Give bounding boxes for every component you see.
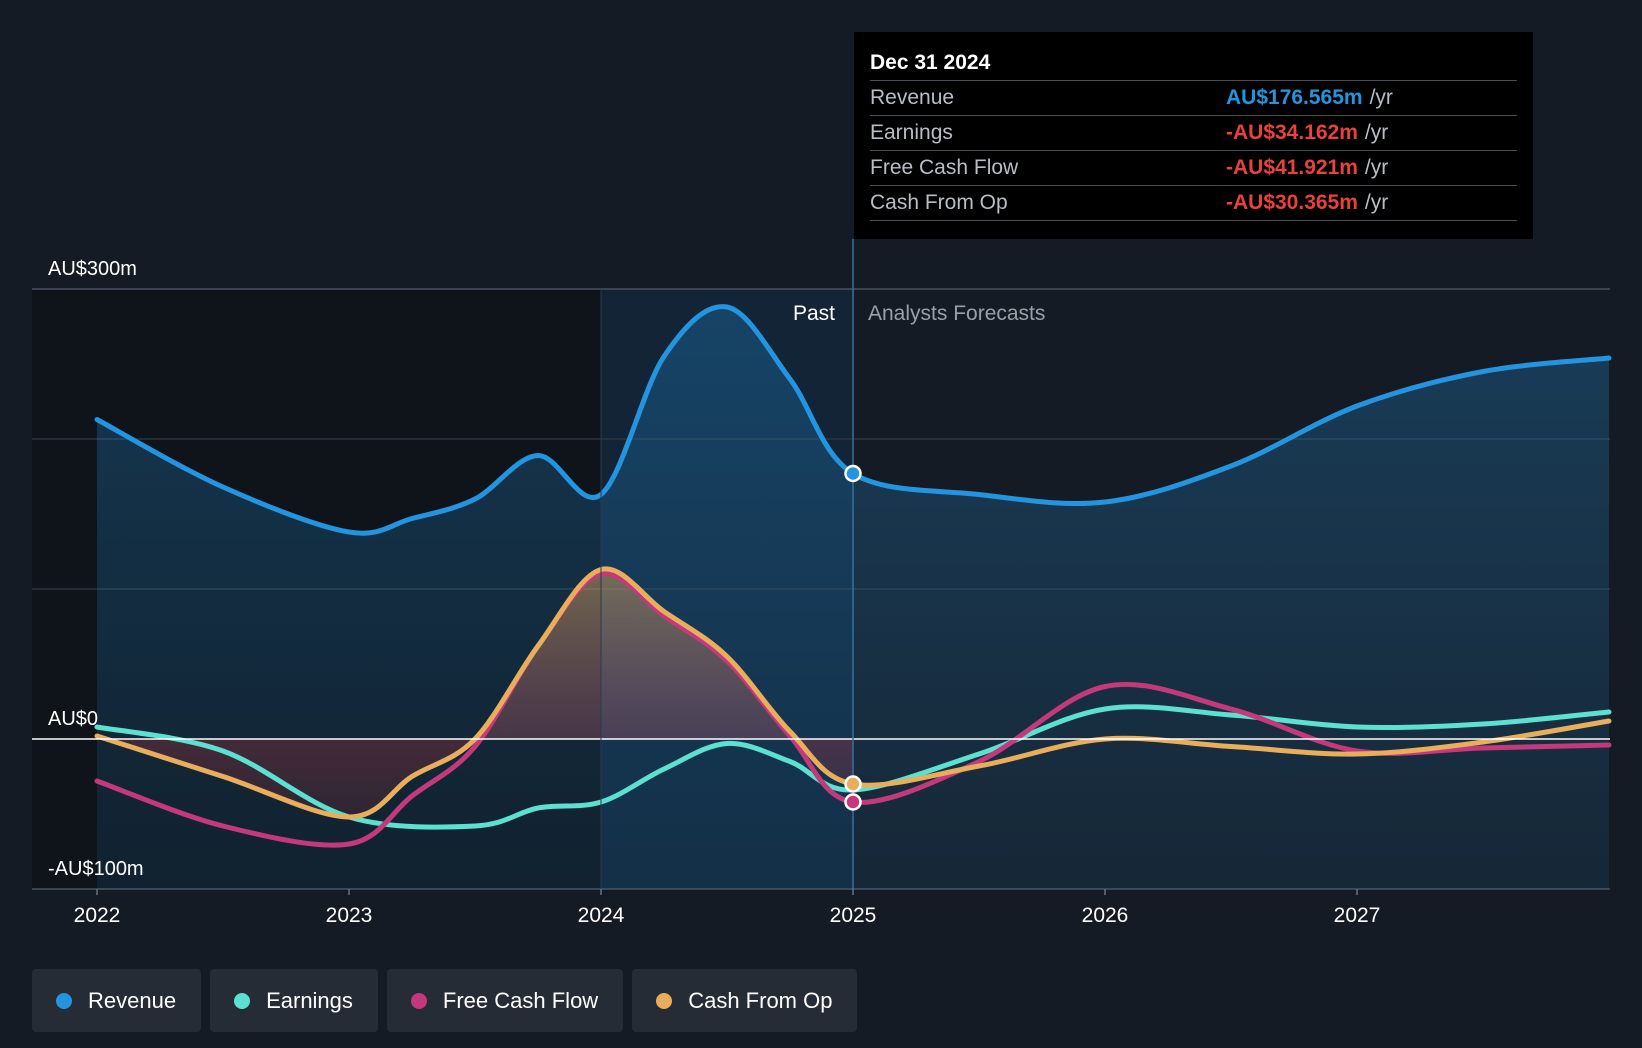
- series-line-revenue: [94, 304, 1612, 536]
- marker-free-cash-flow: [844, 793, 862, 811]
- y-tick-label: -AU$100m: [48, 858, 144, 880]
- x-tick-label: 2023: [326, 904, 373, 927]
- forecast-label: Analysts Forecasts: [868, 302, 1045, 325]
- marker-revenue: [844, 464, 862, 483]
- tooltip-row-cash-from-op: Cash From Op -AU$30.365m /yr: [870, 186, 1517, 221]
- positive-cashflow-area: [97, 568, 853, 739]
- chart: AU$300m AU$0 -AU$100m 2022 2023 2024 2025 2026…: [32, 239, 1612, 927]
- tooltip-row-unit: /yr: [1364, 191, 1389, 214]
- tooltip-row-label: Revenue: [870, 86, 955, 109]
- x-tick-label: 2027: [1334, 904, 1381, 927]
- tooltip-row-label: Earnings: [870, 121, 953, 144]
- tooltip-row-unit: /yr: [1364, 121, 1389, 144]
- x-tick-label: 2025: [830, 904, 877, 927]
- series-line-cash-from-op: [94, 566, 1612, 820]
- tooltip-row-free-cash-flow: Free Cash Flow -AU$41.921m /yr: [870, 151, 1517, 186]
- tooltip-row-value: -AU$30.365m: [1226, 191, 1358, 214]
- tooltip: Dec 31 2024 Revenue AU$176.565m /yr Earn…: [854, 32, 1533, 239]
- x-axis-labels: 2022 2023 2024 2025 2026 2027: [74, 889, 1381, 927]
- legend: Revenue Earnings Free Cash Flow Cash Fro…: [32, 969, 858, 1032]
- marker-cash-from-op: [844, 775, 862, 793]
- y-tick-label: AU$0: [48, 708, 98, 730]
- legend-dot-icon: [410, 992, 427, 1009]
- negative-cashflow-area: [97, 739, 853, 817]
- tooltip-row-value: -AU$41.921m: [1226, 156, 1358, 179]
- x-tick-label: 2022: [74, 904, 121, 927]
- tooltip-row-label: Free Cash Flow: [870, 156, 1019, 179]
- past-label: Past: [793, 302, 835, 325]
- chart-lines: [94, 304, 1612, 848]
- legend-dot-icon: [56, 992, 72, 1009]
- legend-dot-icon: [656, 992, 673, 1009]
- x-tick-label: 2026: [1082, 904, 1129, 927]
- legend-label: Cash From Op: [688, 987, 833, 1013]
- series-line-earnings: [94, 704, 1612, 830]
- tooltip-date: Dec 31 2024: [870, 46, 1517, 81]
- legend-item-earnings[interactable]: Earnings: [210, 969, 378, 1032]
- tooltip-row-label: Cash From Op: [870, 191, 1008, 214]
- tooltip-row-value: AU$176.565m: [1226, 86, 1363, 109]
- legend-label: Earnings: [266, 987, 353, 1013]
- tooltip-row-earnings: Earnings -AU$34.162m /yr: [870, 116, 1517, 151]
- tooltip-row-unit: /yr: [1364, 156, 1389, 179]
- x-tick-label: 2024: [578, 904, 625, 927]
- y-tick-label: AU$300m: [48, 258, 137, 280]
- tooltip-row-revenue: Revenue AU$176.565m /yr: [870, 81, 1517, 116]
- legend-item-revenue[interactable]: Revenue: [32, 969, 202, 1032]
- y-axis-labels: AU$300m AU$0 -AU$100m: [48, 258, 144, 880]
- tooltip-row-unit: /yr: [1369, 86, 1393, 109]
- legend-dot-icon: [234, 992, 251, 1009]
- legend-item-free-cash-flow[interactable]: Free Cash Flow: [386, 969, 624, 1032]
- tooltip-row-value: -AU$34.162m: [1226, 121, 1358, 144]
- legend-label: Revenue: [88, 987, 177, 1013]
- hover-markers: [844, 464, 862, 811]
- legend-item-cash-from-op[interactable]: Cash From Op: [632, 969, 858, 1032]
- legend-label: Free Cash Flow: [442, 987, 599, 1013]
